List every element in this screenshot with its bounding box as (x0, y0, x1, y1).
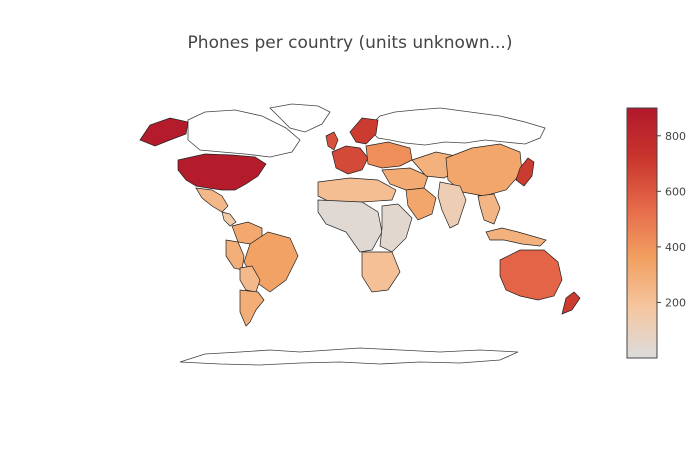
region-central-america[interactable]: Central America: 150 (221, 211, 237, 227)
region-alaska[interactable]: Alaska: 880 (139, 117, 189, 147)
region-saudi-arabia-gulf[interactable]: Saudi Arabia / Gulf: 330 (405, 187, 437, 221)
region-southeast-asia[interactable]: Southeast Asia: 260 (477, 193, 501, 225)
region-west-central-africa[interactable]: West & Central Africa: 30 (317, 199, 383, 253)
colorbar-gradient (626, 107, 658, 359)
region-southern-africa[interactable]: Southern Africa: 210 (361, 251, 401, 293)
region-argentina-chile[interactable]: Argentina / Chile: 300 (239, 289, 265, 327)
region-japan-korea[interactable]: Japan / Korea: 700 (515, 157, 535, 187)
region-east-africa[interactable]: East Africa: 40 (379, 203, 413, 253)
map-title: Phones per country (units unknown...) (187, 33, 513, 53)
region-united-kingdom[interactable]: United Kingdom: 620 (325, 131, 339, 151)
region-eastern-europe[interactable]: Eastern Europe: 420 (365, 141, 413, 169)
colorbar: 200 400 600 800 (626, 107, 686, 359)
region-north-africa[interactable]: North Africa: 220 (317, 177, 397, 203)
colorbar-tick-label: 400 (665, 241, 686, 254)
canada-outline (187, 109, 301, 158)
colorbar-tick-label: 200 (665, 296, 686, 309)
colorbar-tick-label: 600 (665, 185, 686, 198)
colorbar-tick-label: 800 (665, 130, 686, 143)
region-new-zealand[interactable]: New Zealand: 700 (561, 291, 581, 315)
region-peru-ecuador[interactable]: Peru / Ecuador: 290 (225, 239, 245, 271)
region-australia[interactable]: Australia: 560 (499, 249, 563, 301)
region-india[interactable]: India: 120 (437, 181, 467, 229)
antarctica-outline (179, 347, 519, 366)
region-mexico[interactable]: Mexico: 250 (195, 187, 229, 213)
region-united-states[interactable]: United States: 880 (177, 153, 267, 191)
region-scandinavia[interactable]: Scandinavia: 700 (349, 117, 379, 145)
russia-outline (367, 107, 546, 146)
greenland-outline (269, 103, 331, 133)
region-western-europe[interactable]: Western Europe: 650 (331, 145, 369, 175)
region-indonesia-philippines[interactable]: Indonesia / Philippines: 280 (485, 227, 547, 247)
